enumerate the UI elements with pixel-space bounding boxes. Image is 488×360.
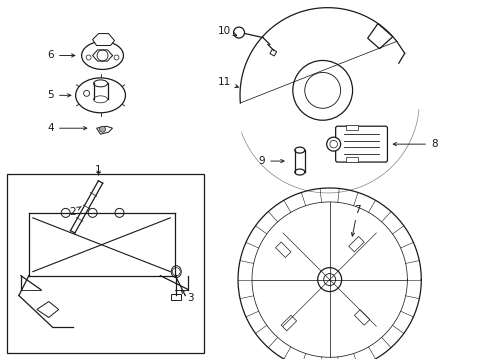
Ellipse shape <box>294 147 304 153</box>
Circle shape <box>326 137 340 151</box>
Ellipse shape <box>294 169 304 175</box>
Text: 4: 4 <box>47 123 87 133</box>
Ellipse shape <box>93 80 107 87</box>
Bar <box>275 242 290 257</box>
FancyBboxPatch shape <box>335 126 386 162</box>
Text: 5: 5 <box>47 90 71 100</box>
Circle shape <box>100 126 105 132</box>
Polygon shape <box>92 33 114 45</box>
Text: 1: 1 <box>95 165 102 175</box>
Text: 3: 3 <box>181 290 193 302</box>
Bar <box>7 174 203 353</box>
Bar <box>281 315 296 331</box>
Ellipse shape <box>171 266 181 278</box>
Bar <box>354 310 369 325</box>
Polygon shape <box>37 302 59 318</box>
Text: 10: 10 <box>217 26 236 36</box>
Ellipse shape <box>76 78 125 113</box>
Polygon shape <box>367 23 392 49</box>
Ellipse shape <box>93 96 107 103</box>
Circle shape <box>61 208 70 217</box>
Circle shape <box>88 208 97 217</box>
Ellipse shape <box>81 41 123 69</box>
Text: 8: 8 <box>392 139 437 149</box>
Circle shape <box>115 208 124 217</box>
Text: 11: 11 <box>217 77 238 88</box>
Bar <box>345 157 357 162</box>
Bar <box>345 125 357 130</box>
Circle shape <box>323 274 335 285</box>
Text: 7: 7 <box>351 205 360 236</box>
Bar <box>269 49 276 56</box>
Text: 9: 9 <box>258 156 284 166</box>
Bar <box>348 237 364 252</box>
Bar <box>171 293 181 300</box>
Text: 2: 2 <box>69 207 81 217</box>
Polygon shape <box>96 126 112 134</box>
Circle shape <box>317 268 341 292</box>
Text: 6: 6 <box>47 50 75 60</box>
